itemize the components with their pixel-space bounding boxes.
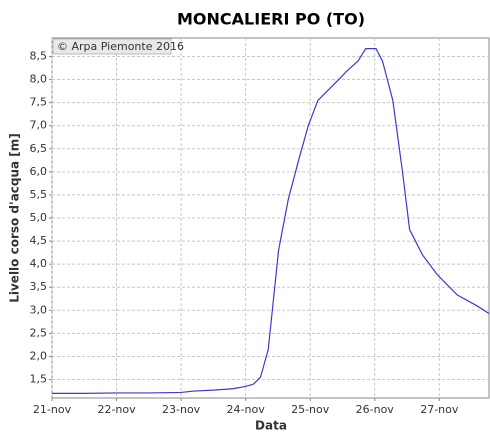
data-line xyxy=(52,48,490,394)
y-axis-title: Livello corso d'acqua [m] xyxy=(8,133,22,303)
x-tick-label: 25-nov xyxy=(291,403,330,416)
x-axis-title: Data xyxy=(255,419,287,432)
y-tick-label: 6,5 xyxy=(30,142,48,155)
y-tick-label: 5,0 xyxy=(30,211,48,224)
y-tick-label: 7,5 xyxy=(30,96,48,109)
annotation-box xyxy=(52,38,172,55)
x-tick-label: 22-nov xyxy=(97,403,136,416)
x-tick-label: 21-nov xyxy=(33,403,72,416)
y-tick-label: 3,5 xyxy=(30,280,48,293)
y-tick-label: 8,5 xyxy=(30,49,48,62)
y-tick-label: 3,0 xyxy=(30,303,48,316)
y-tick-label: 1,5 xyxy=(30,373,48,386)
y-tick-label: 6,0 xyxy=(30,165,48,178)
y-tick-label: 4,5 xyxy=(30,234,48,247)
chart-title: MONCALIERI PO (TO) xyxy=(177,10,365,29)
annotation: © Arpa Piemonte 2016 xyxy=(57,40,184,53)
y-tick-label: 8,0 xyxy=(30,73,48,86)
y-tick-label: 5,5 xyxy=(30,188,48,201)
x-tick-label: 27-nov xyxy=(420,403,459,416)
x-tick-label: 26-nov xyxy=(356,403,395,416)
y-tick-label: 4,0 xyxy=(30,257,48,270)
x-tick-label: 23-nov xyxy=(162,403,201,416)
y-tick-label: 7,0 xyxy=(30,119,48,132)
y-tick-label: 2,0 xyxy=(30,349,48,362)
x-tick-label: 24-nov xyxy=(227,403,266,416)
y-tick-label: 2,5 xyxy=(30,326,48,339)
